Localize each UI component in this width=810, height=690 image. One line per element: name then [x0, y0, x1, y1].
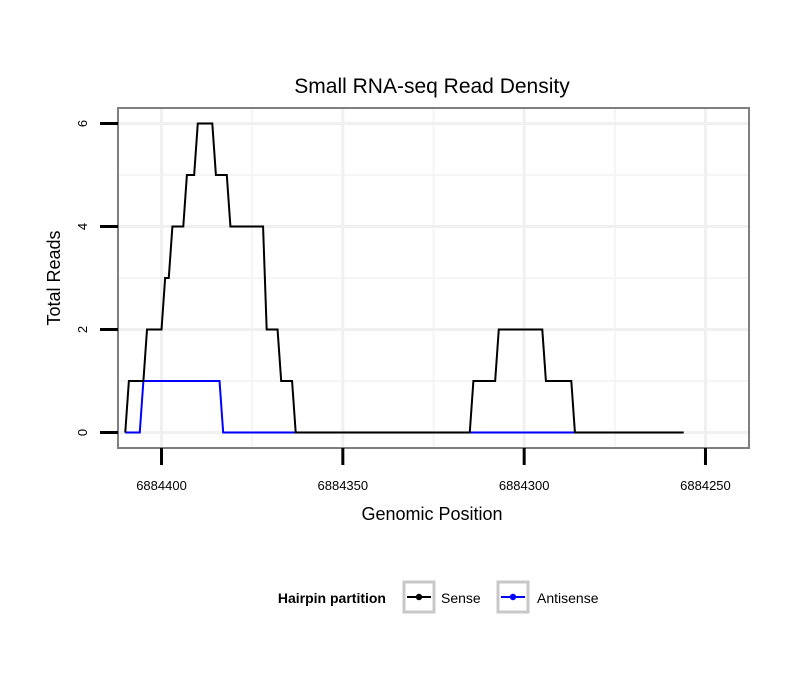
grid-lines: [118, 108, 749, 448]
series-line-sense: [124, 122, 684, 434]
x-tick-label: 6884400: [136, 478, 187, 493]
legend: Hairpin partition Sense Antisense: [278, 580, 599, 614]
y-tick-label: 2: [75, 326, 90, 333]
x-tick-label: 6884300: [499, 478, 550, 493]
legend-point-sense: [415, 593, 423, 601]
x-axis-title: Genomic Position: [361, 504, 502, 524]
x-axis-ticks: 6884400 6884350 6884300 6884250: [136, 448, 731, 493]
y-axis-title: Total Reads: [44, 230, 64, 325]
x-tick-label: 6884250: [680, 478, 731, 493]
legend-title: Hairpin partition: [278, 590, 386, 606]
y-tick-label: 4: [75, 223, 90, 230]
y-tick-label: 0: [75, 429, 90, 436]
chart-title: Small RNA-seq Read Density: [294, 75, 570, 98]
y-tick-label: 6: [75, 120, 90, 127]
legend-label-antisense: Antisense: [537, 590, 599, 606]
y-axis-ticks: 0 2 4 6: [75, 120, 118, 436]
series-lines: [124, 122, 684, 434]
x-tick-label: 6884350: [318, 478, 369, 493]
legend-label-sense: Sense: [441, 590, 481, 606]
legend-point-antisense: [509, 593, 517, 601]
plot-panel: [117, 107, 750, 449]
series-line-antisense: [125, 380, 575, 434]
